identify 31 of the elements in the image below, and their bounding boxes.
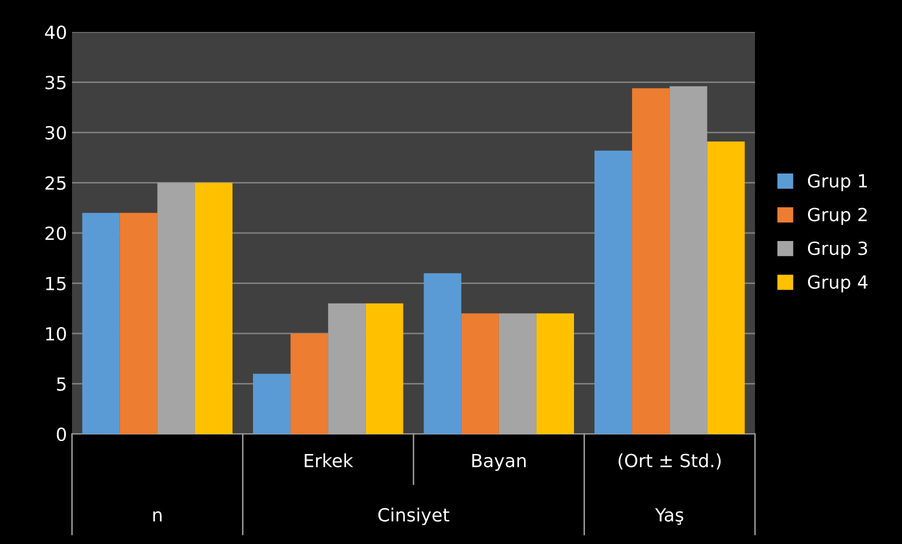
legend-label: Grup 2 xyxy=(808,208,867,225)
legend-label: Grup 1 xyxy=(808,174,867,192)
bar xyxy=(120,212,158,434)
legend-label: Grup 4 xyxy=(808,275,868,292)
bar xyxy=(290,334,328,434)
y-tick-label: 30 xyxy=(46,126,66,140)
bar xyxy=(424,273,462,434)
bar xyxy=(707,142,745,434)
y-tick-label: 5 xyxy=(57,377,66,391)
y-tick-label: 35 xyxy=(46,76,66,90)
y-tick-label: 20 xyxy=(45,226,66,240)
bar xyxy=(82,212,120,434)
y-tick-label: 0 xyxy=(56,427,66,442)
y-tick-label: 25 xyxy=(45,176,66,190)
bar xyxy=(461,313,499,434)
legend-label: Grup 3 xyxy=(808,241,868,259)
y-tick-label: 10 xyxy=(46,326,66,341)
bar xyxy=(366,303,404,434)
bar xyxy=(594,150,632,434)
y-tick-label: 40 xyxy=(45,25,66,40)
bar xyxy=(536,313,574,434)
bar xyxy=(194,182,233,434)
y-tick-label: 15 xyxy=(46,276,66,290)
x-tick-label: (Ort ± Std.) xyxy=(618,453,721,470)
bar xyxy=(632,88,670,434)
bar xyxy=(252,374,291,434)
text: Yaş xyxy=(655,508,684,525)
x-tick-label: Bayan xyxy=(472,454,526,471)
text: Cinsiyet xyxy=(378,508,450,526)
text: n xyxy=(153,511,162,522)
x-tick-label: Erkek xyxy=(304,453,354,468)
